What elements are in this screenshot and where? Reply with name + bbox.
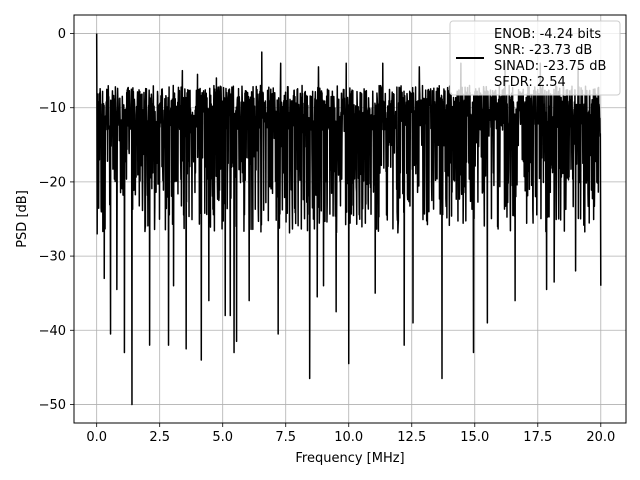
y-tick-label: −10 [39,101,66,116]
y-tick-label: −20 [39,175,66,190]
x-tick-label: 0.0 [86,430,107,445]
legend-enob: ENOB: -4.24 bits [494,27,601,42]
x-tick-label: 2.5 [149,430,170,445]
legend-box [449,20,621,96]
x-tick-label: 5.0 [212,430,233,445]
legend-sfdr: SFDR: 2.54 [494,75,566,90]
y-tick-label: −40 [39,324,66,339]
y-tick-label: −30 [39,250,66,265]
y-axis-label: PSD [dB] [15,190,30,248]
legend: ENOB: -4.24 bits SNR: -23.73 dB SINAD: -… [449,20,621,96]
y-tick-label: 0 [58,27,66,42]
x-tick-label: 15.0 [460,430,489,445]
x-tick-label: 12.5 [397,430,426,445]
series-layer [95,33,602,406]
x-tick-label: 7.5 [275,430,296,445]
y-tick-label: −50 [39,398,66,413]
x-tick-label: 20.0 [586,430,615,445]
psd-series-line [95,33,602,406]
legend-sinad: SINAD: -23.75 dB [494,59,606,74]
legend-snr: SNR: -23.73 dB [494,43,592,58]
x-tick-label: 17.5 [523,430,552,445]
x-tick-label: 10.0 [334,430,363,445]
ticks: 0.0 2.5 5.0 7.5 10.0 12.5 15.0 17.5 20.0 0 −10 −20 −… [39,27,616,445]
plot-frame [73,14,627,424]
x-axis-label: Frequency [MHz] [295,451,404,466]
